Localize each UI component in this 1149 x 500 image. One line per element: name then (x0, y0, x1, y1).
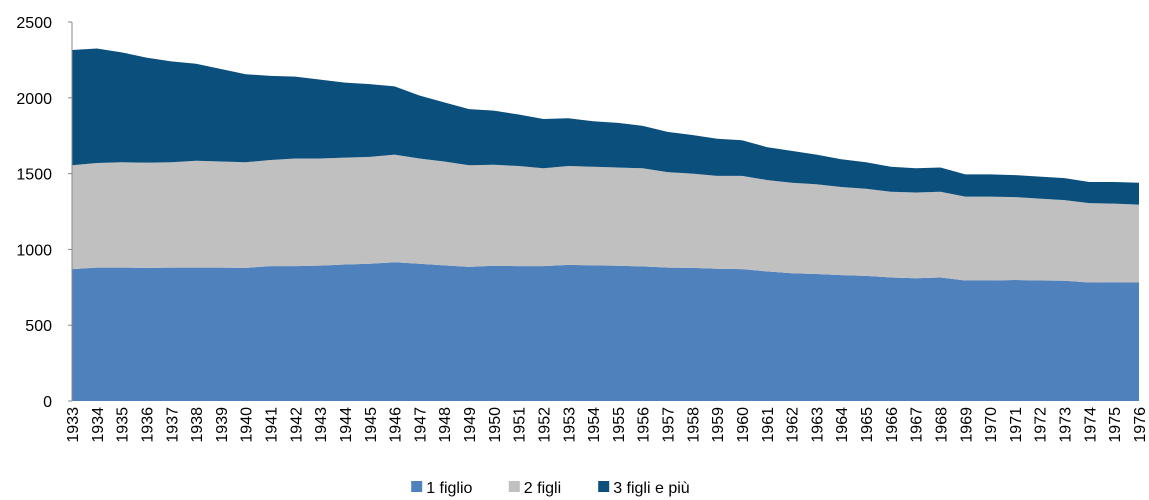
area (72, 48, 1139, 205)
x-tick-label: 1961 (760, 407, 777, 443)
x-tick-label: 1940 (239, 407, 256, 443)
x-tick-label: 1941 (264, 407, 281, 443)
x-tick-label: 1947 (412, 407, 429, 443)
x-tick-label: 1952 (536, 407, 553, 443)
x-tick-label: 1962 (785, 407, 802, 443)
x-tick-label: 1973 (1058, 407, 1075, 443)
y-tick-label: 1000 (16, 242, 52, 259)
x-tick-label: 1948 (437, 407, 454, 443)
x-tick-label: 1967 (909, 407, 926, 443)
x-tick-label: 1975 (1107, 407, 1124, 443)
x-tick-label: 1972 (1033, 407, 1050, 443)
x-tick-label: 1942 (288, 407, 305, 443)
x-tick-label: 1958 (685, 407, 702, 443)
x-tick-label: 1971 (1008, 407, 1025, 443)
x-tick-label: 1963 (809, 407, 826, 443)
x-tick-label: 1936 (139, 407, 156, 443)
y-tick-label: 2500 (16, 15, 52, 32)
x-tick-label: 1937 (164, 407, 181, 443)
y-tick-label: 1500 (16, 167, 52, 184)
x-tick-label: 1944 (338, 407, 355, 443)
y-tick-label: 2000 (16, 91, 52, 108)
x-tick-label: 1935 (115, 407, 132, 443)
x-tick-label: 1968 (933, 407, 950, 443)
y-tick-label: 0 (43, 394, 52, 411)
x-tick-label: 1974 (1082, 407, 1099, 443)
x-tick-label: 1934 (90, 407, 107, 443)
x-tick-label: 1969 (958, 407, 975, 443)
legend-swatch (508, 481, 520, 492)
legend-swatch (598, 481, 610, 492)
x-tick-label: 1951 (512, 407, 529, 443)
legend-label: 3 figli e più (613, 480, 690, 497)
area (72, 262, 1139, 401)
x-tick-label: 1949 (462, 407, 479, 443)
x-tick-label: 1970 (983, 407, 1000, 443)
x-tick-label: 1943 (313, 407, 330, 443)
x-tick-label: 1946 (388, 407, 405, 443)
legend-label: 1 figlio (426, 480, 472, 497)
x-tick-label: 1964 (834, 407, 851, 443)
x-tick-label: 1956 (636, 407, 653, 443)
x-tick-label: 1945 (363, 407, 380, 443)
x-tick-label: 1939 (214, 407, 231, 443)
x-tick-label: 1953 (561, 407, 578, 443)
legend-swatch (411, 481, 423, 492)
x-tick-label: 1957 (661, 407, 678, 443)
x-tick-label: 1966 (884, 407, 901, 443)
x-tick-label: 1976 (1132, 407, 1149, 443)
x-tick-label: 1959 (710, 407, 727, 443)
x-tick-label: 1933 (65, 407, 82, 443)
x-tick-label: 1955 (611, 407, 628, 443)
x-tick-label: 1960 (735, 407, 752, 443)
x-tick-label: 1938 (189, 407, 206, 443)
area (72, 154, 1139, 283)
x-tick-label: 1965 (859, 407, 876, 443)
x-tick-label: 1954 (586, 407, 603, 443)
y-tick-label: 500 (25, 318, 52, 335)
x-tick-label: 1950 (487, 407, 504, 443)
legend-label: 2 figli (524, 480, 561, 497)
